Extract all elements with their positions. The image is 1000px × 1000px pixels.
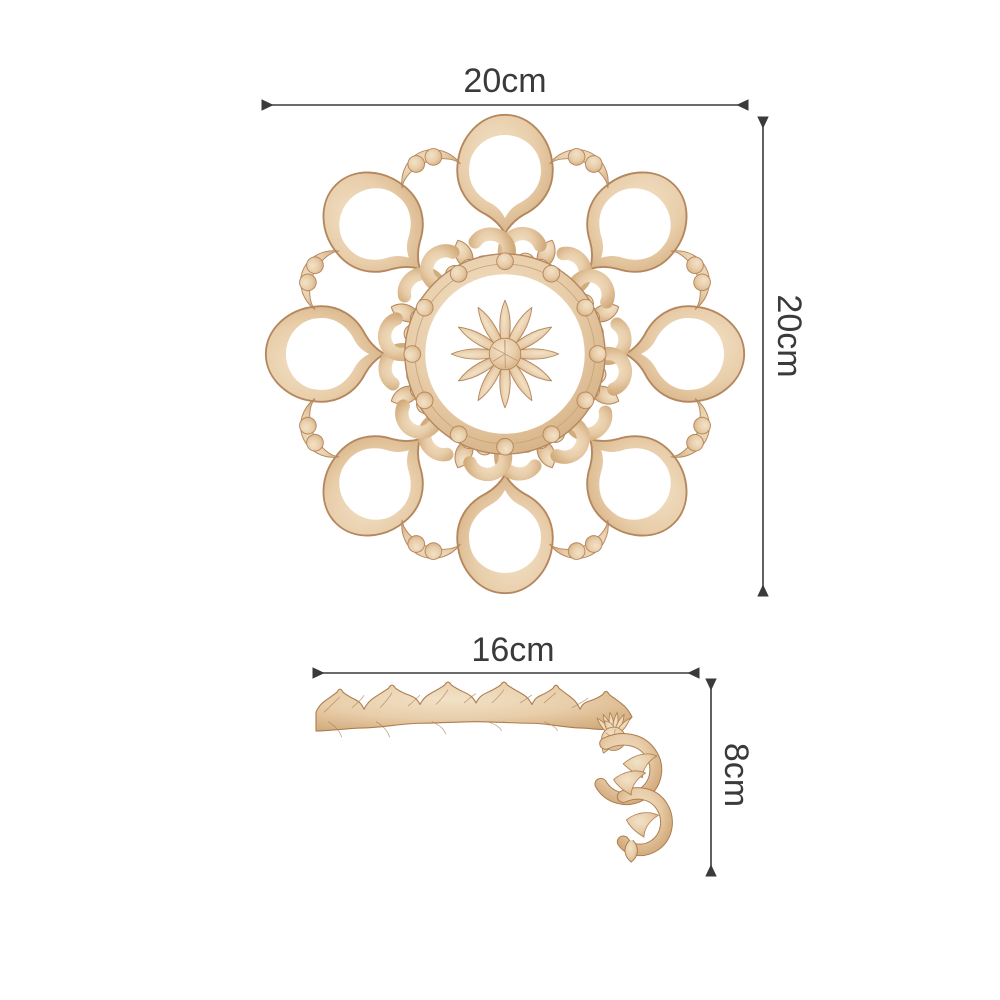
svg-text:20cm: 20cm <box>463 62 546 100</box>
svg-text:16cm: 16cm <box>471 631 554 669</box>
svg-text:20cm: 20cm <box>770 294 808 377</box>
svg-text:8cm: 8cm <box>717 743 755 807</box>
